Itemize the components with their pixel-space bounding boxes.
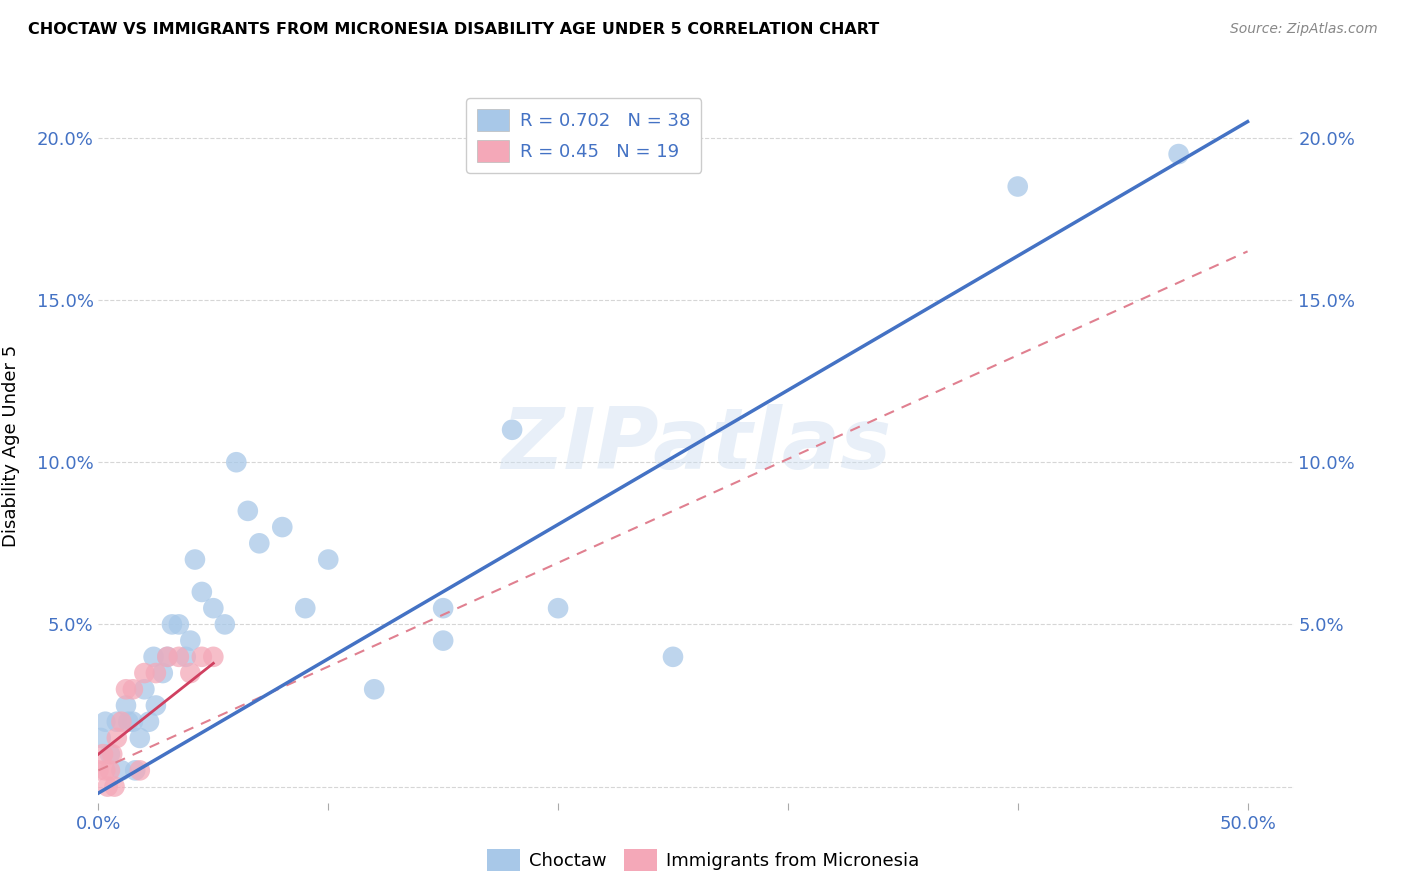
Point — [128, 764, 150, 778]
Point — [225, 455, 247, 469]
Text: Source: ZipAtlas.com: Source: ZipAtlas.com — [1230, 22, 1378, 37]
Point — [501, 423, 523, 437]
Point — [90, 731, 112, 745]
Y-axis label: Disability Age Under 5: Disability Age Under 5 — [1, 345, 20, 547]
Point — [94, 714, 117, 729]
Point — [179, 666, 201, 681]
Text: CHOCTAW VS IMMIGRANTS FROM MICRONESIA DISABILITY AGE UNDER 5 CORRELATION CHART: CHOCTAW VS IMMIGRANTS FROM MICRONESIA DI… — [28, 22, 879, 37]
Point — [110, 714, 132, 729]
Point — [152, 666, 174, 681]
Point — [122, 682, 145, 697]
Point — [316, 552, 339, 566]
Point — [134, 682, 156, 697]
Point — [202, 601, 225, 615]
Point — [156, 649, 179, 664]
Point — [105, 714, 128, 729]
Point — [103, 780, 125, 794]
Point — [547, 601, 569, 615]
Legend: R = 0.702   N = 38, R = 0.45   N = 19: R = 0.702 N = 38, R = 0.45 N = 19 — [465, 98, 702, 173]
Point — [117, 714, 139, 729]
Point — [271, 520, 294, 534]
Point — [145, 666, 167, 681]
Point — [184, 552, 207, 566]
Legend: Choctaw, Immigrants from Micronesia: Choctaw, Immigrants from Micronesia — [479, 842, 927, 879]
Point — [91, 747, 114, 761]
Point — [124, 764, 146, 778]
Point — [160, 617, 183, 632]
Point — [122, 714, 145, 729]
Point — [115, 682, 138, 697]
Point — [145, 698, 167, 713]
Point — [142, 649, 165, 664]
Point — [294, 601, 316, 615]
Point — [432, 633, 454, 648]
Point — [115, 698, 138, 713]
Point — [138, 714, 160, 729]
Point — [191, 649, 214, 664]
Point — [134, 666, 156, 681]
Point — [662, 649, 685, 664]
Point — [105, 731, 128, 745]
Point — [191, 585, 214, 599]
Point — [167, 649, 190, 664]
Point — [1167, 147, 1189, 161]
Point — [179, 633, 201, 648]
Point — [87, 764, 110, 778]
Point — [236, 504, 259, 518]
Point — [174, 649, 197, 664]
Point — [128, 731, 150, 745]
Point — [167, 617, 190, 632]
Point — [214, 617, 236, 632]
Point — [1007, 179, 1029, 194]
Point — [363, 682, 385, 697]
Point — [202, 649, 225, 664]
Point — [94, 764, 117, 778]
Text: ZIPatlas: ZIPatlas — [501, 404, 891, 488]
Point — [432, 601, 454, 615]
Point — [247, 536, 270, 550]
Point — [110, 764, 132, 778]
Point — [98, 764, 121, 778]
Point — [101, 747, 124, 761]
Point — [97, 780, 120, 794]
Point — [98, 747, 121, 761]
Point — [156, 649, 179, 664]
